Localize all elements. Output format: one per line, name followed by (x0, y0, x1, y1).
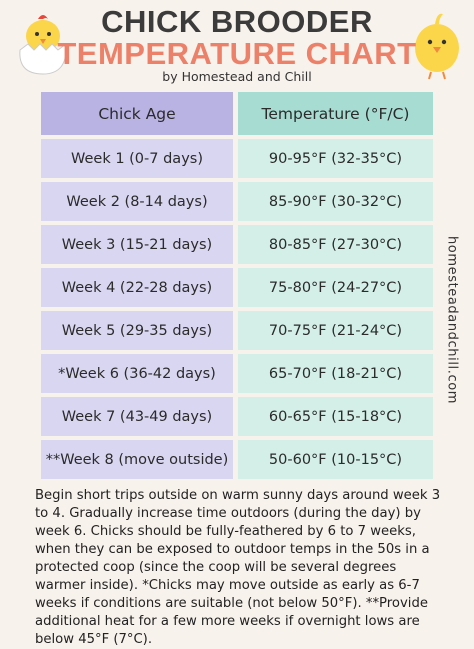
table-row: **Week 8 (move outside) 50-60°F (10-15°C) (41, 440, 433, 479)
table-row: Week 1 (0-7 days) 90-95°F (32-35°C) (41, 139, 433, 178)
column-header: Temperature (°F/C) (238, 92, 433, 135)
header-row: Chick Age Temperature (°F/C) (41, 92, 433, 135)
table-cell: 70-75°F (21-24°C) (238, 311, 433, 350)
page: CHICK BROODER TEMPERATURE CHART by Homes… (19, 4, 460, 647)
table-row: Week 4 (22-28 days) 75-80°F (24-27°C) (41, 268, 433, 307)
table-row: Week 5 (29-35 days) 70-75°F (21-24°C) (41, 311, 433, 350)
table-cell: 65-70°F (18-21°C) (238, 354, 433, 393)
byline: by Homestead and Chill (162, 69, 312, 84)
column-header: Chick Age (41, 92, 233, 135)
table-cell: Week 1 (0-7 days) (41, 139, 233, 178)
footnote: Begin short trips outside on warm sunny … (35, 488, 441, 647)
table-row: Week 3 (15-21 days) 80-85°F (27-30°C) (41, 225, 433, 264)
table: Chick Age Temperature (°F/C) Week 1 (0-7 d… (41, 92, 433, 483)
title: CHICK BROODER (101, 4, 373, 39)
table-cell: **Week 8 (move outside) (41, 440, 233, 479)
table-cell: Week 7 (43-49 days) (41, 397, 233, 436)
table-cell: 60-65°F (15-18°C) (238, 397, 433, 436)
table-cell: Week 5 (29-35 days) (41, 311, 233, 350)
table-cell: Week 2 (8-14 days) (41, 182, 233, 221)
table-row: Week 2 (8-14 days) 85-90°F (30-32°C) (41, 182, 433, 221)
chick-icon (415, 13, 459, 80)
table-cell: 75-80°F (24-27°C) (238, 268, 433, 307)
table-cell: 50-60°F (10-15°C) (238, 440, 433, 479)
table-row: Week 7 (43-49 days) 60-65°F (15-18°C) (41, 397, 433, 436)
table-cell: Week 4 (22-28 days) (41, 268, 233, 307)
website: homesteadandchill.com (444, 235, 460, 405)
table-cell: 90-95°F (32-35°C) (238, 139, 433, 178)
table-cell: Week 3 (15-21 days) (41, 225, 233, 264)
table-row: *Week 6 (36-42 days) 65-70°F (18-21°C) (41, 354, 433, 393)
chick-egg-icon (19, 15, 67, 75)
table-cell: *Week 6 (36-42 days) (41, 354, 233, 393)
subtitle: TEMPERATURE CHART (57, 36, 417, 71)
table-cell: 85-90°F (30-32°C) (238, 182, 433, 221)
table-cell: 80-85°F (27-30°C) (238, 225, 433, 264)
